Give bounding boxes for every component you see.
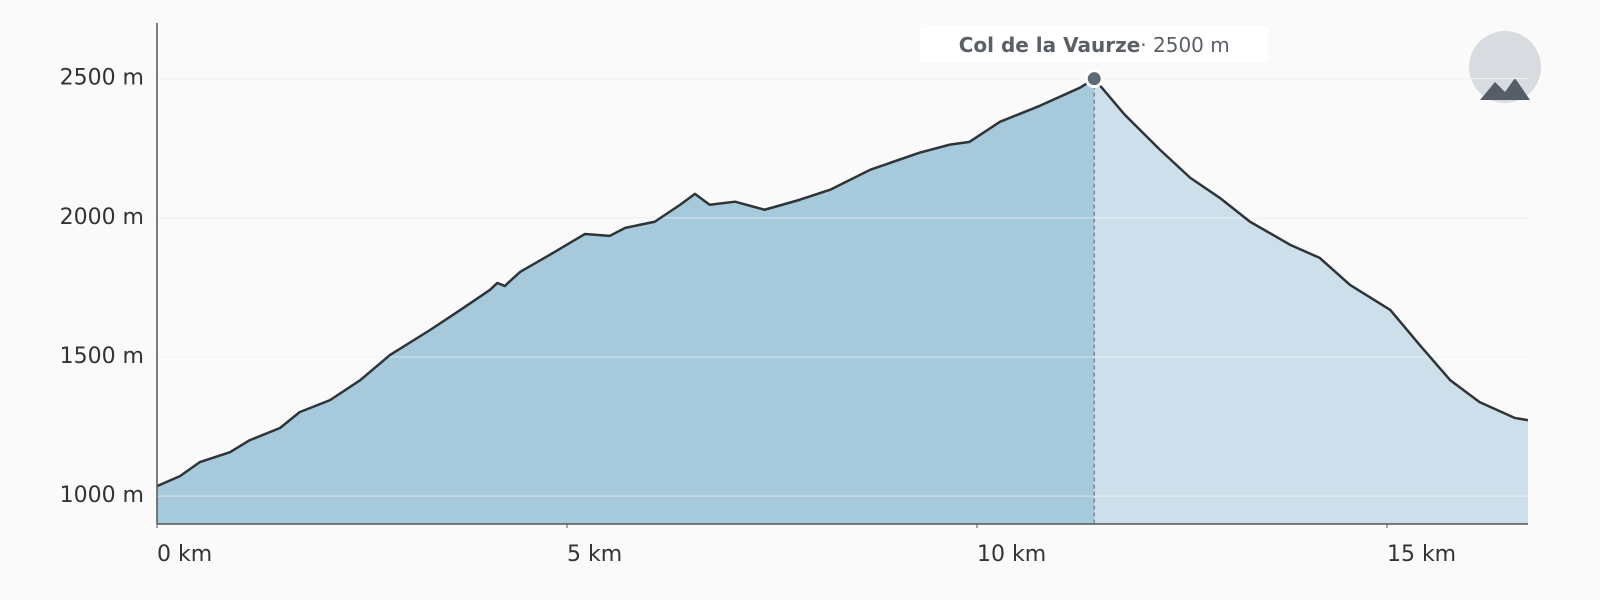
y-tick-label: 2000 m [60,205,144,230]
tooltip-box [920,27,1269,62]
y-tick-label: 1000 m [60,483,144,508]
area [157,78,1095,524]
peak-marker [1084,69,1104,89]
x-tick-label: 0 km [157,542,212,567]
y-tick-label: 2500 m [60,66,144,91]
y-tick-label: 1500 m [60,344,144,369]
logo [1469,31,1541,103]
tooltip-value: · 2500 m [1140,33,1229,57]
line [156,77,1529,488]
x-tick-label: 10 km [977,542,1046,567]
x-tick-label: 5 km [567,542,622,567]
tooltip: Col de la Vaurze· 2500 m [959,33,1230,57]
x-tick-label: 15 km [1387,542,1456,567]
tooltip-title: Col de la Vaurze [959,33,1141,57]
area-after [1094,78,1528,524]
